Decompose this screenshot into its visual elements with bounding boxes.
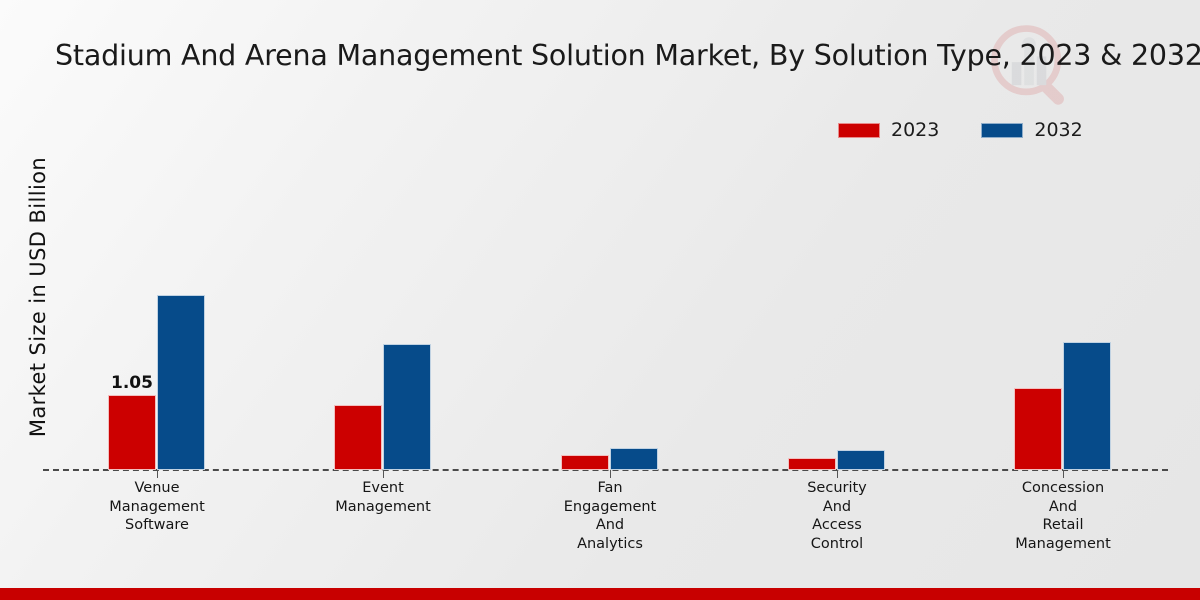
category-label: Fan Engagement And Analytics	[515, 479, 705, 553]
bar-2023[interactable]	[561, 455, 609, 470]
category-label-line: Fan	[597, 480, 623, 496]
category-label: Venue Management Software	[62, 479, 252, 535]
axis-tick	[837, 470, 838, 478]
legend-label-2023: 2023	[891, 119, 940, 141]
category-label-line: Management	[335, 498, 431, 515]
axis-tick	[1063, 470, 1064, 478]
bar-2032[interactable]	[157, 295, 205, 470]
bar-2032[interactable]	[383, 344, 431, 470]
category-label-line: Software	[125, 517, 189, 534]
category-label: Concession And Retail Management	[968, 479, 1158, 553]
category-label-line: Analytics	[577, 535, 643, 552]
category-label-line: Retail	[1042, 517, 1084, 534]
axis-tick	[157, 470, 158, 478]
bar-value-label: 1.05	[111, 373, 153, 394]
legend-item-2023[interactable]: 2023	[838, 119, 939, 141]
legend-swatch-2032	[981, 122, 1024, 138]
bar-2032[interactable]	[610, 447, 658, 470]
category-label: Security And Access Control	[742, 479, 932, 553]
y-axis-title: Market Size in USD Billion	[26, 156, 50, 438]
category-label: Event Management	[288, 479, 478, 516]
legend-swatch-2023	[838, 122, 880, 138]
bar-2023[interactable]	[334, 405, 382, 470]
category-label-line: And	[822, 498, 852, 515]
axis-tick	[383, 470, 384, 478]
legend-item-2032[interactable]: 2032	[981, 119, 1083, 141]
category-label-line: Security	[807, 480, 867, 496]
chart-legend: 2023 2032	[838, 119, 1083, 141]
category-label-line: Access	[812, 517, 862, 534]
category-label-line: Management	[1015, 535, 1111, 552]
bar-2023[interactable]: 1.05	[108, 373, 156, 470]
category-label-line: Control	[810, 535, 864, 552]
bar-2023[interactable]	[788, 457, 836, 470]
bar-2023[interactable]	[1014, 387, 1062, 470]
category-label-line: And	[595, 517, 625, 534]
bar-2032[interactable]	[1063, 342, 1111, 470]
axis-tick	[610, 470, 611, 478]
category-label-line: And	[1048, 498, 1078, 515]
category-label-line: Concession	[1021, 480, 1105, 496]
category-label-line: Engagement	[563, 498, 657, 515]
category-label-line: Management	[109, 498, 205, 515]
footer-accent-bar	[0, 588, 1200, 600]
legend-label-2032: 2032	[1034, 119, 1083, 141]
category-label-line: Venue	[134, 480, 180, 496]
category-label-line: Event	[362, 480, 404, 496]
chart-title: Stadium And Arena Management Solution Ma…	[55, 39, 1200, 72]
bar-2032[interactable]	[837, 450, 885, 470]
axis-baseline	[43, 469, 1168, 471]
